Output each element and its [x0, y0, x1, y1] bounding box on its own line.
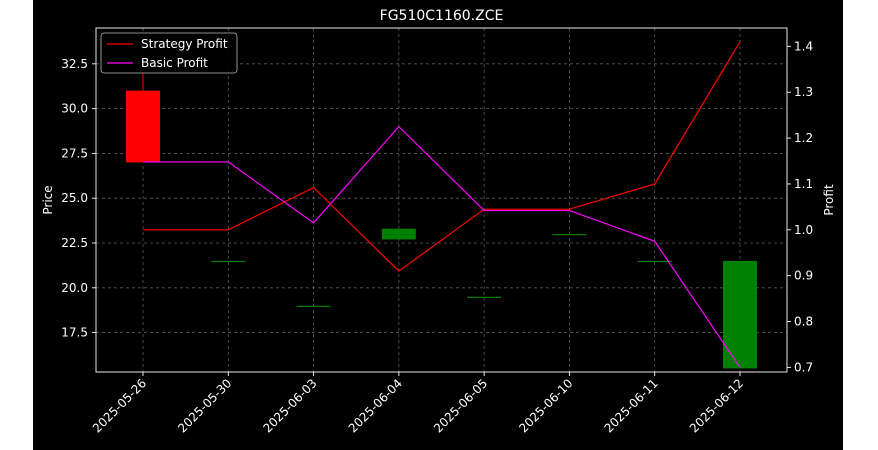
- y-right-tick-label: 0.7: [794, 360, 813, 374]
- candle-body: [552, 234, 587, 236]
- series-line-strategy-profit: [143, 41, 741, 272]
- y-left-tick-label: 17.5: [61, 326, 88, 340]
- candle-body: [467, 296, 502, 298]
- y-right-tick-label: 1.3: [794, 85, 813, 99]
- y-left-tick-label: 22.5: [61, 236, 88, 250]
- y-left-tick-label: 25.0: [61, 191, 88, 205]
- y-left-tick-label: 32.5: [61, 57, 88, 71]
- chart-title: FG510C1160.ZCE: [380, 8, 504, 24]
- y-left-axis-label: Price: [41, 185, 55, 214]
- candle-body: [637, 260, 672, 263]
- y-right-tick-label: 1.2: [794, 131, 813, 145]
- plot-background: [96, 28, 787, 372]
- plot-frame: [95, 27, 788, 373]
- y-left-tick-label: 27.5: [61, 146, 88, 160]
- y-left-tick-label: 20.0: [61, 281, 88, 295]
- y-right-tick-label: 0.9: [794, 269, 813, 283]
- y-right-tick-label: 1.1: [794, 177, 813, 191]
- candle-body: [126, 90, 160, 163]
- series-line-basic-profit: [143, 125, 741, 368]
- y-right-axis-label: Profit: [822, 184, 836, 216]
- y-left-tick-label: 30.0: [61, 102, 88, 116]
- legend-box: [100, 32, 238, 74]
- legend-label: Strategy Profit: [141, 37, 228, 51]
- legend-label: Basic Profit: [141, 56, 208, 70]
- candle-body: [211, 260, 246, 263]
- y-right-tick-label: 1.4: [794, 39, 813, 53]
- candle-body: [723, 260, 757, 369]
- candle-body: [381, 228, 416, 240]
- candle-body: [296, 305, 331, 307]
- y-right-tick-label: 0.8: [794, 315, 813, 329]
- y-right-tick-label: 1.0: [794, 223, 813, 237]
